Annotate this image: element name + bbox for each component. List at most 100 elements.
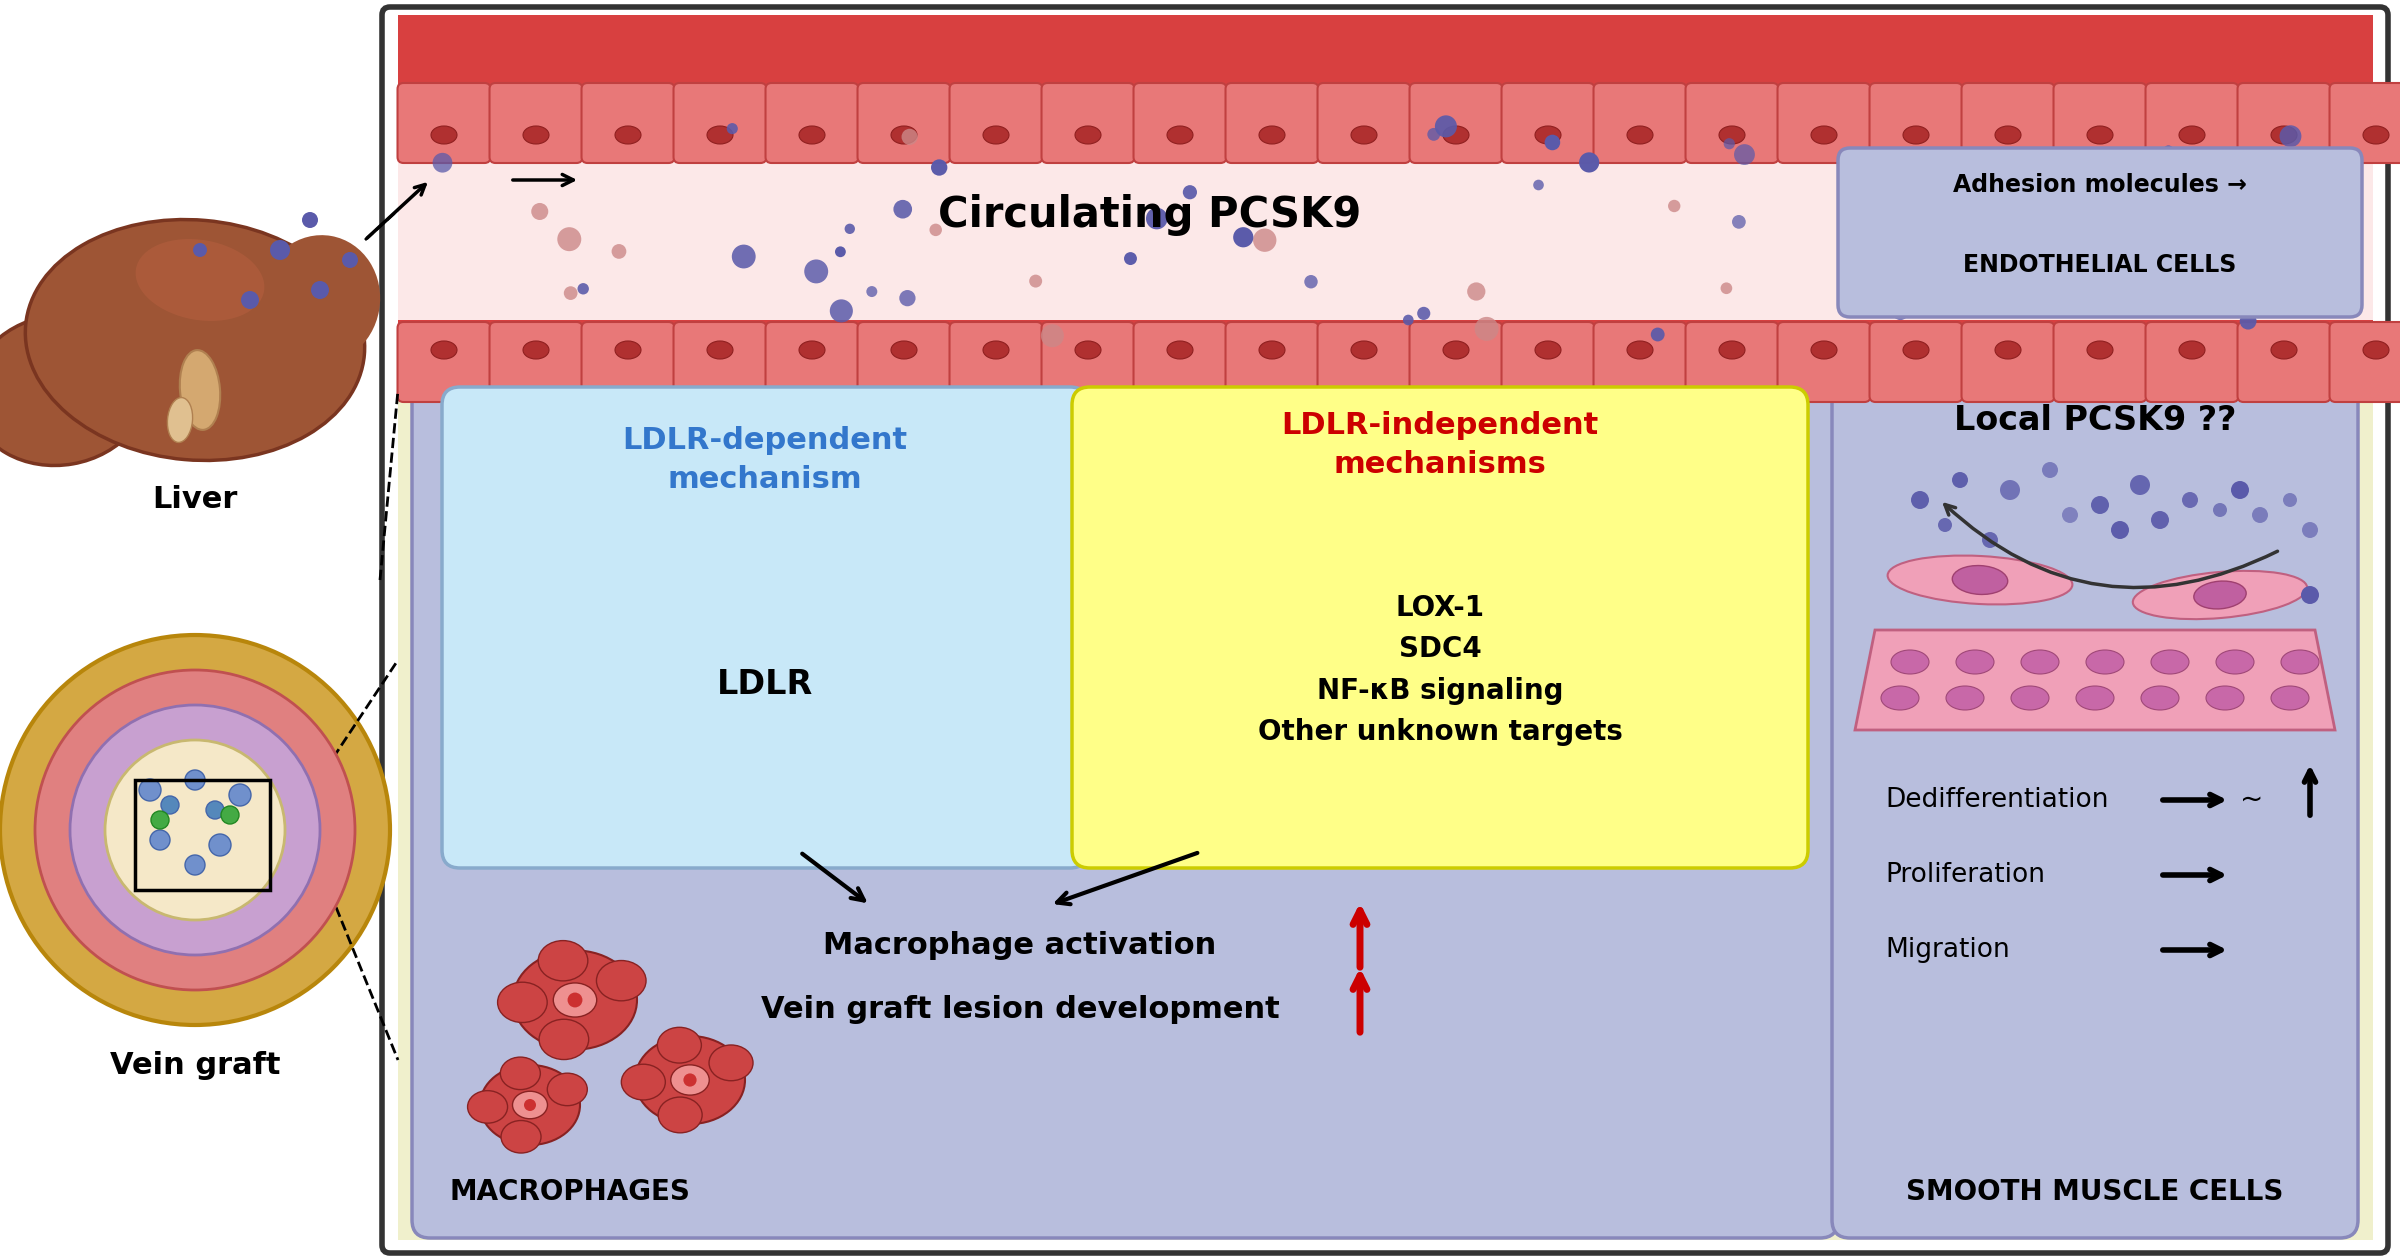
Ellipse shape <box>984 126 1008 144</box>
Ellipse shape <box>432 126 456 144</box>
Circle shape <box>2239 312 2256 330</box>
Ellipse shape <box>514 950 636 1050</box>
Circle shape <box>1735 144 1754 165</box>
Ellipse shape <box>26 219 365 460</box>
FancyBboxPatch shape <box>2054 83 2146 163</box>
FancyBboxPatch shape <box>1685 83 1778 163</box>
FancyBboxPatch shape <box>1594 83 1687 163</box>
Ellipse shape <box>2270 126 2297 144</box>
FancyBboxPatch shape <box>1073 387 1807 868</box>
Circle shape <box>727 123 737 134</box>
Text: Dedifferentiation: Dedifferentiation <box>1884 788 2110 813</box>
Circle shape <box>830 300 852 323</box>
Circle shape <box>2150 512 2170 529</box>
FancyBboxPatch shape <box>2146 83 2239 163</box>
Ellipse shape <box>1351 126 1378 144</box>
FancyBboxPatch shape <box>1831 362 2357 1239</box>
Circle shape <box>1404 315 1414 325</box>
Ellipse shape <box>180 350 221 430</box>
Ellipse shape <box>1627 341 1654 359</box>
Ellipse shape <box>799 341 826 359</box>
FancyBboxPatch shape <box>2054 323 2146 402</box>
Text: LDLR-independent
mechanisms: LDLR-independent mechanisms <box>1282 412 1598 479</box>
Circle shape <box>523 1099 535 1111</box>
Circle shape <box>70 706 319 955</box>
Circle shape <box>312 281 329 299</box>
FancyBboxPatch shape <box>1042 83 1135 163</box>
Circle shape <box>530 203 547 220</box>
Circle shape <box>139 779 161 801</box>
Ellipse shape <box>708 341 732 359</box>
Circle shape <box>2302 586 2318 604</box>
Circle shape <box>566 993 583 1008</box>
FancyBboxPatch shape <box>1961 83 2054 163</box>
Ellipse shape <box>1627 126 1654 144</box>
Ellipse shape <box>2270 341 2297 359</box>
Ellipse shape <box>2364 126 2388 144</box>
Circle shape <box>1303 275 1318 289</box>
Circle shape <box>1546 135 1560 150</box>
Circle shape <box>302 212 317 228</box>
Circle shape <box>269 239 290 260</box>
Bar <box>398 30 2374 350</box>
Ellipse shape <box>2270 685 2309 709</box>
Ellipse shape <box>2150 650 2189 674</box>
FancyBboxPatch shape <box>2237 323 2330 402</box>
Ellipse shape <box>708 1045 754 1081</box>
Bar <box>398 15 2374 105</box>
Ellipse shape <box>2134 571 2306 619</box>
Ellipse shape <box>2011 685 2050 709</box>
Circle shape <box>612 244 626 258</box>
FancyBboxPatch shape <box>1838 147 2362 318</box>
Bar <box>134 780 269 890</box>
FancyBboxPatch shape <box>2330 83 2400 163</box>
Ellipse shape <box>1442 126 1469 144</box>
Circle shape <box>2042 462 2059 478</box>
Ellipse shape <box>622 1065 665 1100</box>
Circle shape <box>1733 215 1745 229</box>
Circle shape <box>1145 208 1166 229</box>
Ellipse shape <box>1812 126 1836 144</box>
Circle shape <box>2090 496 2110 514</box>
Circle shape <box>106 740 286 920</box>
Ellipse shape <box>1260 126 1284 144</box>
Circle shape <box>866 286 878 297</box>
Ellipse shape <box>523 126 550 144</box>
Text: LDLR: LDLR <box>718 669 814 702</box>
Ellipse shape <box>1260 341 1284 359</box>
Text: LOX-1
SDC4
NF-κB signaling
Other unknown targets: LOX-1 SDC4 NF-κB signaling Other unknown… <box>1258 595 1622 746</box>
Ellipse shape <box>658 1027 701 1063</box>
Circle shape <box>1534 180 1543 190</box>
Bar <box>398 378 2374 1240</box>
Ellipse shape <box>1903 341 1930 359</box>
Ellipse shape <box>540 1019 588 1060</box>
Circle shape <box>1721 282 1733 294</box>
Circle shape <box>151 811 168 829</box>
Ellipse shape <box>538 941 588 980</box>
Ellipse shape <box>499 1057 540 1090</box>
Circle shape <box>2131 475 2150 495</box>
Circle shape <box>185 856 204 874</box>
Text: Migration: Migration <box>1884 937 2009 963</box>
Circle shape <box>228 784 252 806</box>
Circle shape <box>1253 228 1277 252</box>
Circle shape <box>1579 152 1598 173</box>
Ellipse shape <box>432 341 456 359</box>
Circle shape <box>1416 306 1430 320</box>
Ellipse shape <box>259 236 379 365</box>
Circle shape <box>2263 261 2273 272</box>
Circle shape <box>1030 275 1042 287</box>
Circle shape <box>2021 267 2033 277</box>
Ellipse shape <box>1994 126 2021 144</box>
Ellipse shape <box>2021 650 2059 674</box>
Circle shape <box>1999 480 2021 500</box>
FancyBboxPatch shape <box>950 323 1042 402</box>
Circle shape <box>1474 316 1498 341</box>
FancyBboxPatch shape <box>1318 323 1411 402</box>
Ellipse shape <box>554 983 598 1017</box>
Ellipse shape <box>2086 650 2124 674</box>
Circle shape <box>902 129 917 145</box>
FancyBboxPatch shape <box>2146 323 2239 402</box>
FancyBboxPatch shape <box>857 83 950 163</box>
Circle shape <box>2280 204 2299 222</box>
